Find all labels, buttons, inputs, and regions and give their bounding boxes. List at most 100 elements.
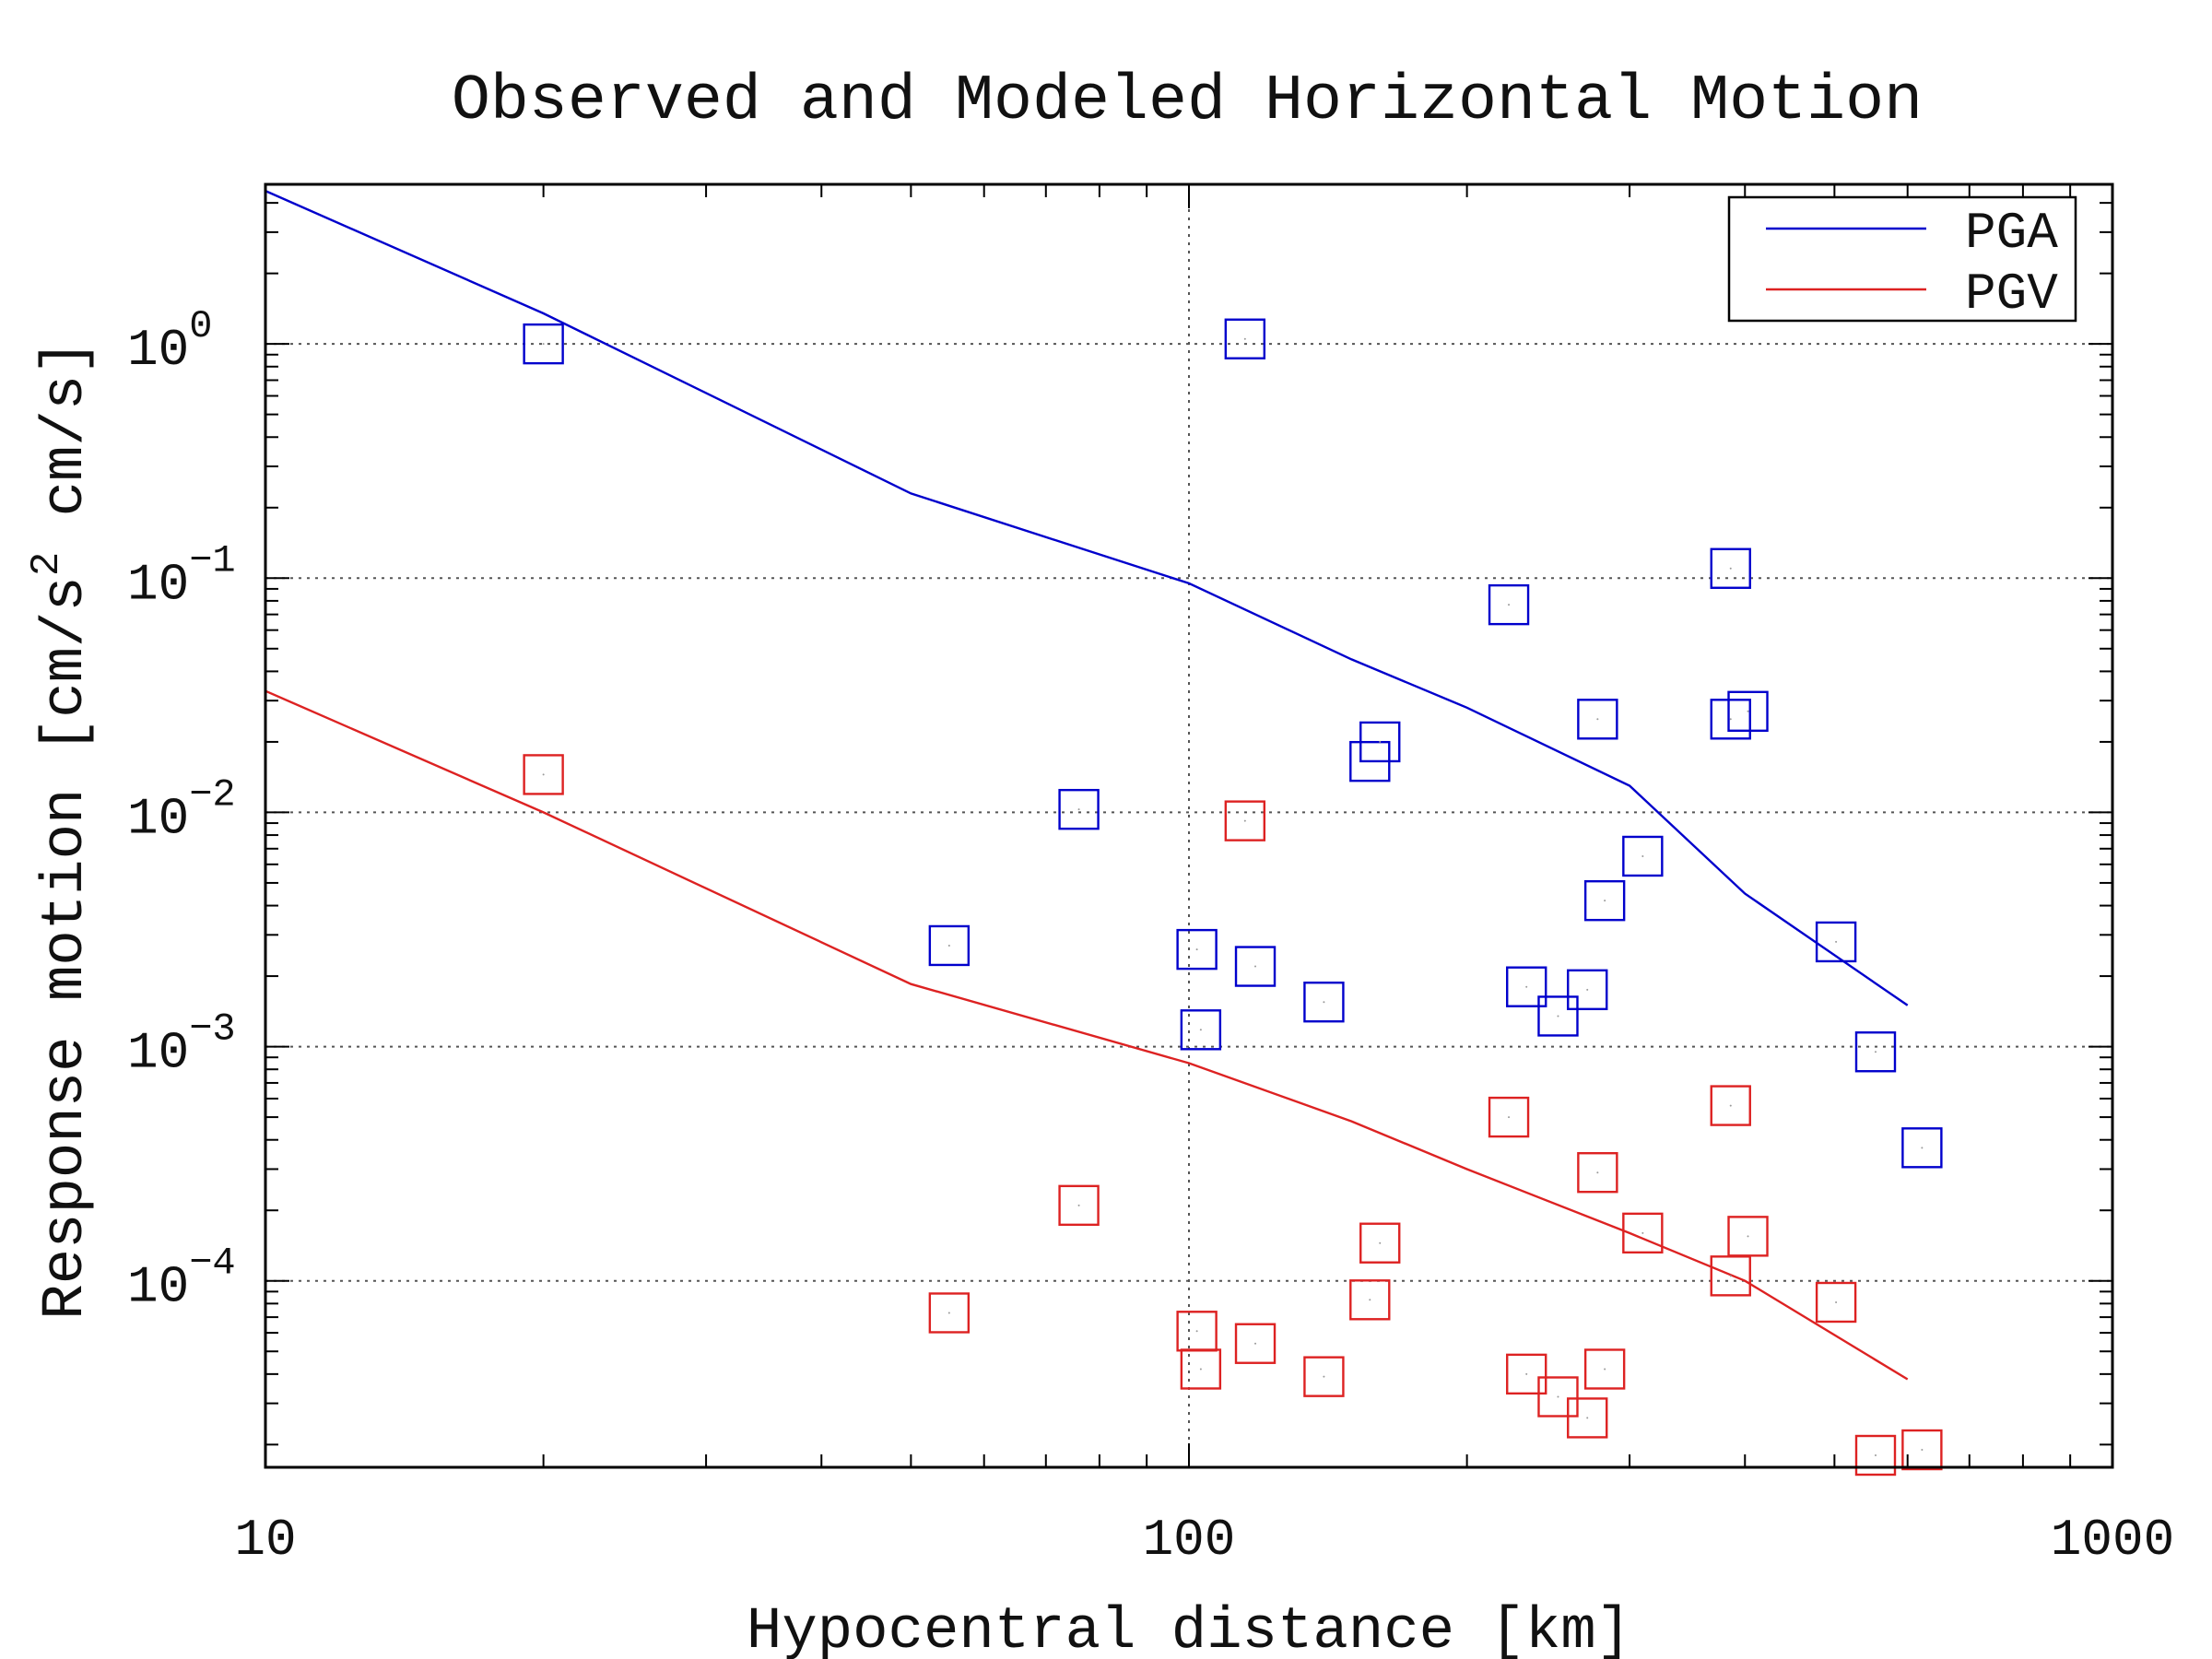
- y-tick-labels: 100 10−1 10−2 10−3 10−4: [127, 304, 236, 1317]
- pga-point-center: [1254, 965, 1257, 968]
- pga-observed-point: [1303, 982, 1345, 1023]
- pga-observed-point: [1234, 946, 1277, 987]
- legend-label-pgv: PGV: [1965, 265, 2058, 324]
- pgv-observed-point: [1854, 1434, 1897, 1477]
- pgv-point-center: [1254, 1342, 1257, 1345]
- pgv-observed-point: [1349, 1279, 1391, 1321]
- plot-frame: [264, 182, 2114, 1469]
- pgv-point-center: [1835, 1300, 1838, 1303]
- pgv-observed-point: [1710, 1085, 1751, 1126]
- pgv-point-center: [1525, 1372, 1528, 1375]
- pgv-model-line: [265, 689, 1909, 1381]
- y-tick-label: 10−3: [127, 1007, 236, 1083]
- legend-box: [1727, 195, 2077, 323]
- chart-title: Observed and Modeled Horizontal Motion: [452, 65, 1923, 138]
- pgv-point-center: [1195, 1330, 1198, 1333]
- pga-observed-point: [1359, 721, 1401, 763]
- pga-point-center: [542, 343, 545, 346]
- pga-observed-point: [1727, 690, 1769, 733]
- y-tick-label: 100: [127, 304, 212, 380]
- pgv-observed-point: [1537, 1376, 1579, 1418]
- pga-point-center: [1921, 1147, 1924, 1149]
- pga-point-center: [1525, 985, 1528, 988]
- pgv-observed-point: [928, 1292, 971, 1334]
- pga-observed-point: [1058, 788, 1100, 830]
- y-tick-label: 10−1: [127, 538, 236, 614]
- pgv-point-center: [1557, 1395, 1559, 1398]
- pga-point-center: [1729, 718, 1732, 721]
- pgv-point-center: [1596, 1171, 1599, 1174]
- pga-observed-point: [1710, 699, 1751, 740]
- pga-point-center: [947, 944, 950, 947]
- pgv-observed-point: [1567, 1397, 1608, 1439]
- pga-point-center: [1586, 988, 1589, 991]
- pgv-point-center: [1874, 1453, 1877, 1456]
- legend-label-pga: PGA: [1965, 204, 2058, 263]
- pga-model-line: [265, 190, 1909, 1006]
- pga-point-center: [1077, 808, 1080, 811]
- pgv-point-center: [542, 773, 545, 776]
- pga-point-center: [1243, 337, 1246, 340]
- pgv-observed-point: [523, 754, 564, 795]
- pgv-observed-point: [1583, 1348, 1626, 1390]
- x-tick-label: 10: [234, 1511, 296, 1570]
- pgv-observed-point: [1815, 1281, 1857, 1324]
- pga-observed-point: [1577, 699, 1618, 740]
- pga-point-center: [1596, 718, 1599, 721]
- pga-point-center: [1557, 1015, 1559, 1018]
- pgv-observed-point: [1622, 1212, 1664, 1254]
- pgv-observed-point: [1234, 1323, 1277, 1364]
- pga-observed-point: [1854, 1031, 1897, 1073]
- pga-observed-point: [1622, 835, 1664, 877]
- pga-observed-point: [1710, 547, 1751, 589]
- pgv-point-center: [1921, 1449, 1924, 1452]
- pga-observed-point: [1537, 995, 1579, 1037]
- pga-point-center: [1195, 948, 1198, 951]
- pga-observed-point: [1567, 969, 1608, 1011]
- pga-observed-point: [1506, 966, 1547, 1007]
- pga-observed-point: [1180, 1009, 1222, 1051]
- pgv-observed-point: [1577, 1152, 1618, 1194]
- pgv-point-center: [1747, 1235, 1749, 1238]
- pgv-observed-point: [1180, 1348, 1222, 1390]
- x-tick-label: 100: [1143, 1511, 1236, 1570]
- grid-lines: [265, 184, 2112, 1467]
- pga-point-center: [1199, 1029, 1202, 1031]
- pga-point-center: [1729, 567, 1732, 570]
- pga-point-center: [1835, 940, 1838, 943]
- pga-observed-point: [1583, 879, 1626, 922]
- series-layer: [265, 190, 1943, 1477]
- pga-point-center: [1874, 1051, 1877, 1053]
- pgv-point-center: [1077, 1204, 1080, 1206]
- y-tick-label: 10−2: [127, 772, 236, 848]
- pga-point-center: [1323, 1001, 1325, 1004]
- pgv-point-center: [1323, 1375, 1325, 1378]
- pga-point-center: [1747, 710, 1749, 712]
- x-tick-label: 1000: [2051, 1511, 2174, 1570]
- pga-observed-point: [1901, 1127, 1943, 1169]
- pga-point-center: [1641, 854, 1644, 857]
- y-axis-label: Response motion [cm/s2 cm/s]: [24, 339, 100, 1319]
- pgv-point-center: [1508, 1116, 1511, 1119]
- pga-observed-point: [1176, 928, 1218, 971]
- pgv-observed-point: [1303, 1356, 1345, 1397]
- pga-point-center: [1379, 740, 1382, 743]
- y-tick-label: 10−4: [127, 1241, 236, 1317]
- pga-observed-point: [928, 924, 971, 967]
- x-tick-labels: 10 100 1000: [234, 1511, 2174, 1570]
- pgv-observed-point: [1224, 800, 1266, 841]
- pgv-observed-point: [1901, 1429, 1943, 1471]
- pga-point-center: [1508, 604, 1511, 606]
- pgv-point-center: [1379, 1241, 1382, 1244]
- pgv-observed-point: [1506, 1353, 1547, 1395]
- pgv-observed-point: [1359, 1222, 1401, 1264]
- pga-observed-point: [523, 323, 564, 365]
- pgv-observed-point: [1058, 1184, 1100, 1227]
- pga-point-center: [1604, 900, 1606, 902]
- pga-observed-point: [1488, 583, 1530, 626]
- pgv-point-center: [1243, 819, 1246, 822]
- pgv-point-center: [1604, 1368, 1606, 1371]
- pgv-point-center: [1641, 1231, 1644, 1234]
